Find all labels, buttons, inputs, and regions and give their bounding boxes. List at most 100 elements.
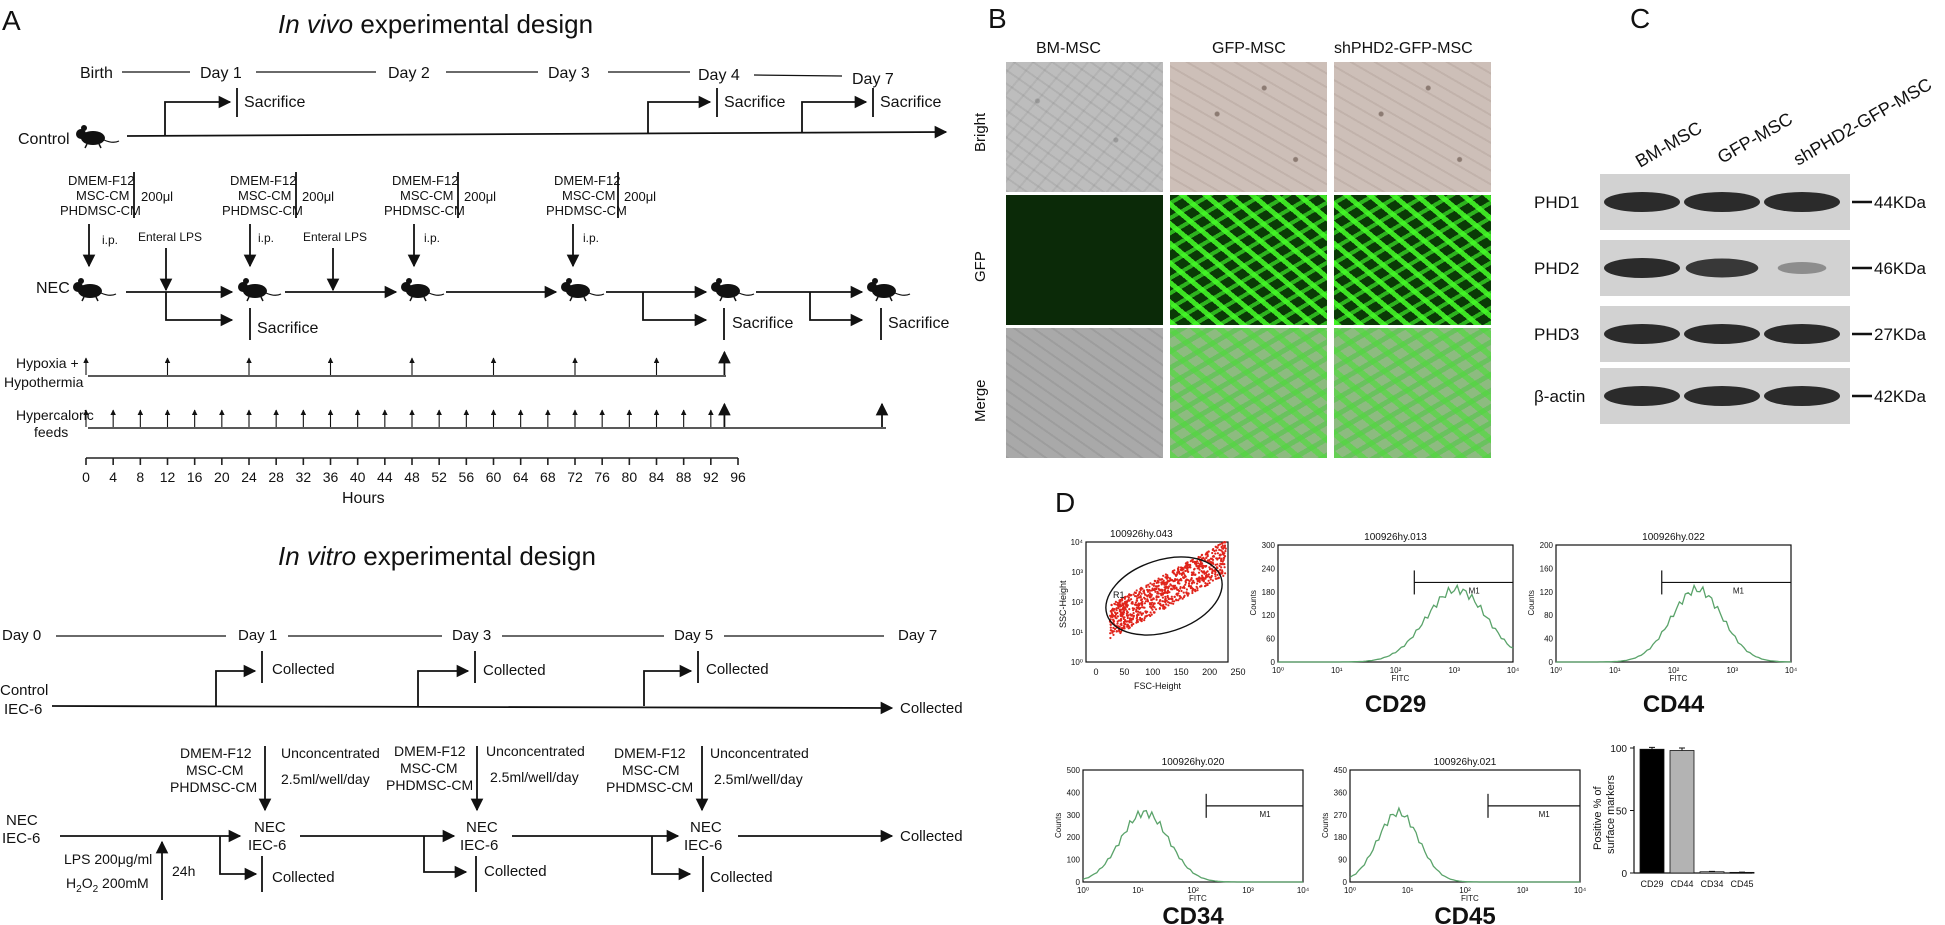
treatment-block-3: DMEM-F12 MSC-CM PHDMSC-CM 200μl <box>384 172 496 218</box>
hour-tick-label: 88 <box>676 469 692 485</box>
panel-label-d: D <box>1055 487 1075 518</box>
bar-cd34 <box>1699 871 1725 874</box>
nec-sacrifice-3: Sacrifice <box>888 315 949 332</box>
histogram-frame <box>1277 544 1514 663</box>
histogram-file: 100926hy.013 <box>1364 532 1427 543</box>
blot-band <box>1764 192 1840 212</box>
invitro-design: In vitro experimental design Day 0 Day 1… <box>0 541 963 900</box>
blot-row-label: PHD1 <box>1534 193 1579 212</box>
treatment-dmem: DMEM-F12 <box>68 173 134 188</box>
histogram-frame <box>1082 769 1304 883</box>
scatter-ytick: 10⁰ <box>1071 658 1083 667</box>
hour-tick-label: 84 <box>649 469 665 485</box>
invitro-day3: Day 3 <box>452 627 491 644</box>
blot-mw-label: 46KDa <box>1874 259 1927 278</box>
histogram-ytick: 80 <box>1544 611 1553 620</box>
blot-band <box>1684 386 1760 406</box>
scatter-xtick: 200 <box>1202 667 1217 677</box>
invitro-title-italic: In vitro <box>278 541 356 571</box>
treatment-phdmsc: PHDMSC-CM <box>170 779 257 795</box>
histogram-xtick: 10² <box>1187 886 1199 895</box>
scatter-ytick: 10² <box>1071 598 1083 607</box>
scatter-xtick: 50 <box>1119 667 1129 677</box>
histogram-xtick: 10⁴ <box>1574 886 1587 895</box>
histogram-ylabel: Counts <box>1249 590 1258 615</box>
lps-dose-label: LPS 200μg/ml <box>64 851 152 867</box>
blot-band <box>1604 192 1680 212</box>
histogram-ytick: 40 <box>1544 635 1553 644</box>
treatment-block-2: DMEM-F12 MSC-CM PHDMSC-CM 200μl <box>222 172 334 218</box>
bar-ylabel-1: Positive % of <box>1592 785 1604 850</box>
histogram-ytick: 360 <box>1334 788 1348 797</box>
histogram-ytick: 0 <box>1549 658 1554 667</box>
hour-tick-label: 56 <box>459 469 475 485</box>
control-sacrifice-1: Sacrifice <box>244 94 305 111</box>
dose-label: 2.5ml/well/day <box>490 769 579 785</box>
blot-band <box>1684 324 1760 344</box>
enteral-lps-label: Enteral LPS <box>138 230 202 244</box>
histogram-xtick: 10³ <box>1242 886 1254 895</box>
histogram-curve <box>1556 583 1791 663</box>
scatter-points <box>1108 541 1227 640</box>
treatment-dmem: DMEM-F12 <box>614 745 686 761</box>
hour-tick-label: 44 <box>377 469 393 485</box>
control-sacrifice-3: Sacrifice <box>880 94 941 111</box>
ip-label: i.p. <box>583 231 599 245</box>
scatter-ylabel: SSC-Height <box>1058 580 1068 628</box>
histogram-xtick: 10⁰ <box>1272 666 1284 675</box>
dose-label: 2.5ml/well/day <box>714 771 803 787</box>
histogram-xtick: 10⁴ <box>1297 886 1310 895</box>
blot-col-3: shPHD2-GFP-MSC <box>1790 74 1935 169</box>
invitro-control-label-1: Control <box>0 682 48 699</box>
timeline-birth: Birth <box>80 65 113 82</box>
hour-tick-label: 96 <box>730 469 746 485</box>
invivo-title-rest: experimental design <box>353 9 593 39</box>
invivo-nec-label: NEC <box>36 280 70 297</box>
scatter-xticks: 0 50 100 150 200 250 <box>1093 667 1245 677</box>
treatment-phdmsc: PHDMSC-CM <box>386 777 473 793</box>
histogram-gate: M1 <box>1469 586 1481 595</box>
micro-row-2: GFP <box>972 251 989 282</box>
histogram-marker-name: CD44 <box>1643 691 1705 718</box>
ip-label: i.p. <box>102 233 118 247</box>
bar-category-label: CD44 <box>1670 879 1693 889</box>
h2o2-sub1: 2 <box>76 884 82 895</box>
control-sacrifice-2: Sacrifice <box>724 94 785 111</box>
histogram-xlabel: FITC <box>1461 894 1479 903</box>
hour-tick-label: 24 <box>241 469 257 485</box>
panel-d-flow: 100926hy.043 R1 0 50 100 150 200 250 10⁰10¹10… <box>1054 529 1798 925</box>
scatter-ytick: 10⁴ <box>1071 538 1084 547</box>
dose-label: 2.5ml/well/day <box>281 771 370 787</box>
unconcentrated-label: Unconcentrated <box>486 743 585 759</box>
treatment-dmem: DMEM-F12 <box>180 745 252 761</box>
mouse-icon <box>237 277 282 302</box>
histogram-ytick: 180 <box>1262 588 1276 597</box>
treatment-block-1: DMEM-F12 MSC-CM PHDMSC-CM 200μl <box>60 172 173 218</box>
treatment-phdmsc: PHDMSC-CM <box>60 203 141 218</box>
treatment-msc: MSC-CM <box>186 762 244 778</box>
blot-band <box>1777 262 1827 274</box>
hour-tick-label: 36 <box>323 469 339 485</box>
histogram-marker-name: CD45 <box>1434 903 1495 925</box>
blot-rows: PHD1 44KDa PHD2 46KDa PHD3 27KDa β-actin 42KDa <box>1534 174 1927 424</box>
treatment-volume: 200μl <box>464 189 496 204</box>
scatter-gate: R1 <box>1113 590 1125 600</box>
histogram-ytick: 120 <box>1262 611 1276 620</box>
scatter-ytick: 10³ <box>1071 568 1083 577</box>
hour-tick-label: 52 <box>431 469 447 485</box>
histogram-xtick: 10³ <box>1448 666 1460 675</box>
treatment-msc: MSC-CM <box>562 188 615 203</box>
invivo-control-label: Control <box>18 131 70 148</box>
hour-tick-label: 72 <box>567 469 583 485</box>
treatment-msc: MSC-CM <box>238 188 291 203</box>
hour-tick-label: 48 <box>404 469 420 485</box>
blot-band <box>1764 324 1840 344</box>
hour-tick-label: 20 <box>214 469 230 485</box>
micro-merge-bm <box>1006 328 1163 458</box>
histogram-gate: M1 <box>1733 586 1745 595</box>
histogram-xtick: 10² <box>1668 666 1680 675</box>
invitro-treatment-2: DMEM-F12 MSC-CM PHDMSC-CM Unconcentrated… <box>386 743 585 812</box>
histogram-marker-name: CD29 <box>1365 691 1426 718</box>
micro-col-2: GFP-MSC <box>1212 40 1286 57</box>
